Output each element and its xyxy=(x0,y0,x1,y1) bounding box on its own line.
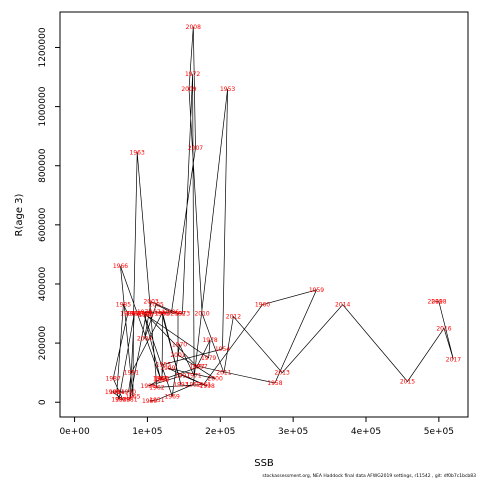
point-label-1989: 1989 xyxy=(105,389,120,396)
x-tick-label: 4e+05 xyxy=(351,427,381,437)
point-label-2016: 2016 xyxy=(436,325,451,332)
point-label-1955: 1955 xyxy=(156,361,171,368)
point-label-1984: 1984 xyxy=(109,389,124,396)
point-label-2000: 2000 xyxy=(208,376,223,383)
point-label-1987: 1987 xyxy=(106,376,121,383)
x-axis: 0e+00 1e+05 2e+05 3e+05 4e+05 5e+05 xyxy=(59,417,454,437)
point-label-1995: 1995 xyxy=(154,376,169,383)
point-label-1952: 1952 xyxy=(186,382,201,389)
point-label-1966: 1966 xyxy=(113,263,128,270)
x-tick-label: 0e+00 xyxy=(59,427,90,437)
point-label-1978: 1978 xyxy=(202,337,217,344)
point-label-1953: 1953 xyxy=(220,86,235,93)
point-label-2009: 2009 xyxy=(181,86,196,93)
point-label-1992: 1992 xyxy=(154,311,169,318)
point-label-1959: 1959 xyxy=(309,287,324,294)
x-axis-title: SSB xyxy=(254,458,274,469)
point-label-2004: 2004 xyxy=(137,336,152,343)
point-label-1976: 1976 xyxy=(138,311,153,318)
point-label-1968: 1968 xyxy=(136,311,151,318)
point-label-1983: 1983 xyxy=(111,396,126,403)
point-label-1985: 1985 xyxy=(116,302,131,309)
point-label-2001: 2001 xyxy=(170,352,185,359)
point-label-1991: 1991 xyxy=(124,370,139,377)
point-label-1993: 1993 xyxy=(173,382,188,389)
point-label-1970: 1970 xyxy=(172,342,187,349)
point-label-1990: 1990 xyxy=(121,389,136,396)
point-label-1981: 1981 xyxy=(122,396,137,403)
point-label-1958: 1958 xyxy=(267,380,282,387)
point-label-1975: 1975 xyxy=(137,309,152,316)
point-label-2002: 2002 xyxy=(170,311,185,318)
point-label-1982: 1982 xyxy=(127,311,142,318)
point-label-2010: 2010 xyxy=(194,311,209,318)
point-label-2003: 2003 xyxy=(143,299,158,306)
point-label-1963: 1963 xyxy=(130,149,145,156)
x-tick-label: 5e+05 xyxy=(424,427,454,437)
sr-trajectory xyxy=(111,26,454,402)
y-axis: 0 200000 400000 600000 800000 1000000 1200000 xyxy=(38,27,60,405)
point-label-1996: 1996 xyxy=(141,383,156,390)
y-tick-label: 800000 xyxy=(38,148,48,183)
point-label-1972: 1972 xyxy=(185,71,200,78)
point-label-1950: 1950 xyxy=(142,398,157,405)
point-label-1988: 1988 xyxy=(115,396,130,403)
point-label-1999: 1999 xyxy=(160,365,175,372)
point-label-1994: 1994 xyxy=(155,311,170,318)
point-label-2017: 2017 xyxy=(446,356,461,363)
plot-frame xyxy=(59,11,469,418)
y-axis-title: R(age 3) xyxy=(14,193,25,236)
point-label-1969: 1969 xyxy=(165,393,180,400)
point-label-2012: 2012 xyxy=(226,314,241,321)
point-label-1973: 1973 xyxy=(175,311,190,318)
point-label-1980: 1980 xyxy=(138,312,153,319)
point-label-1998: 1998 xyxy=(200,383,215,390)
point-label-2005: 2005 xyxy=(149,302,164,309)
point-label-1962: 1962 xyxy=(149,384,164,391)
x-tick-label: 3e+05 xyxy=(278,427,308,437)
point-label-1960: 1960 xyxy=(255,302,270,309)
y-tick-label: 400000 xyxy=(38,267,48,302)
x-tick-label: 2e+05 xyxy=(205,427,235,437)
y-tick-label: 0 xyxy=(38,399,48,405)
point-label-1977: 1977 xyxy=(189,364,204,371)
y-tick-label: 600000 xyxy=(38,207,48,242)
point-label-1971: 1971 xyxy=(186,373,201,380)
point-label-1954: 1954 xyxy=(215,346,230,353)
point-label-1979: 1979 xyxy=(201,355,216,362)
point-label-1961: 1961 xyxy=(196,382,211,389)
point-label-2014: 2014 xyxy=(335,302,350,309)
point-label-2011: 2011 xyxy=(216,370,231,377)
y-tick-label: 1200000 xyxy=(38,27,48,67)
point-label-2018: 2018 xyxy=(431,299,446,306)
point-label-2006: 2006 xyxy=(164,309,179,316)
point-label-1956: 1956 xyxy=(154,377,169,384)
point-label-2007: 2007 xyxy=(188,145,203,152)
y-tick-label: 200000 xyxy=(38,326,48,361)
point-label-1965: 1965 xyxy=(125,393,140,400)
footer-note: stockassessment.org, NEA Haddock final d… xyxy=(262,473,476,479)
point-label-2019: 2019 xyxy=(428,299,443,306)
point-label-2013: 2013 xyxy=(275,370,290,377)
point-label-1974: 1974 xyxy=(149,309,164,316)
point-label-1964: 1964 xyxy=(126,311,141,318)
point-label-1957: 1957 xyxy=(192,364,207,371)
series-line xyxy=(111,26,454,402)
point-label-1967: 1967 xyxy=(153,376,168,383)
point-label-1997: 1997 xyxy=(175,373,190,380)
point-label-2008: 2008 xyxy=(186,24,201,31)
y-tick-label: 1000000 xyxy=(38,86,48,126)
x-tick-label: 1e+05 xyxy=(132,427,162,437)
point-label-1986: 1986 xyxy=(120,311,135,318)
point-label-2015: 2015 xyxy=(400,379,415,386)
point-label-1951: 1951 xyxy=(149,397,164,404)
